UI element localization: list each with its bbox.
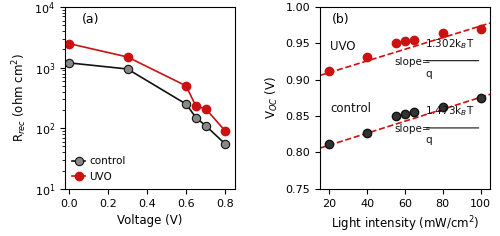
Text: q: q bbox=[426, 69, 432, 79]
Line: UVO: UVO bbox=[64, 39, 230, 135]
UVO bbox=[202, 107, 208, 110]
control bbox=[193, 116, 199, 119]
Text: UVO: UVO bbox=[330, 40, 355, 53]
X-axis label: Voltage (V): Voltage (V) bbox=[118, 214, 182, 227]
Text: (b): (b) bbox=[332, 13, 349, 25]
Line: control: control bbox=[64, 59, 230, 148]
Text: control: control bbox=[330, 101, 371, 114]
UVO bbox=[124, 55, 130, 58]
Legend: control, UVO: control, UVO bbox=[70, 154, 128, 184]
control bbox=[183, 103, 189, 105]
Y-axis label: R$_{rec}$ (ohm cm$^2$): R$_{rec}$ (ohm cm$^2$) bbox=[10, 54, 29, 142]
Text: (a): (a) bbox=[82, 13, 100, 25]
Y-axis label: V$_{OC}$ (V): V$_{OC}$ (V) bbox=[264, 77, 280, 119]
control bbox=[66, 61, 72, 64]
UVO bbox=[183, 84, 189, 87]
Text: 1.302k$_{B}$T: 1.302k$_{B}$T bbox=[426, 37, 475, 51]
UVO bbox=[222, 130, 228, 132]
Text: q: q bbox=[426, 135, 432, 145]
UVO bbox=[66, 42, 72, 45]
control bbox=[222, 143, 228, 145]
X-axis label: Light intensity (mW/cm$^2$): Light intensity (mW/cm$^2$) bbox=[330, 214, 480, 234]
Text: slope=: slope= bbox=[395, 124, 432, 134]
Text: 1.473k$_{B}$T: 1.473k$_{B}$T bbox=[426, 104, 475, 118]
Text: slope=: slope= bbox=[395, 57, 432, 67]
control bbox=[124, 67, 130, 70]
UVO bbox=[193, 105, 199, 108]
control bbox=[202, 124, 208, 127]
